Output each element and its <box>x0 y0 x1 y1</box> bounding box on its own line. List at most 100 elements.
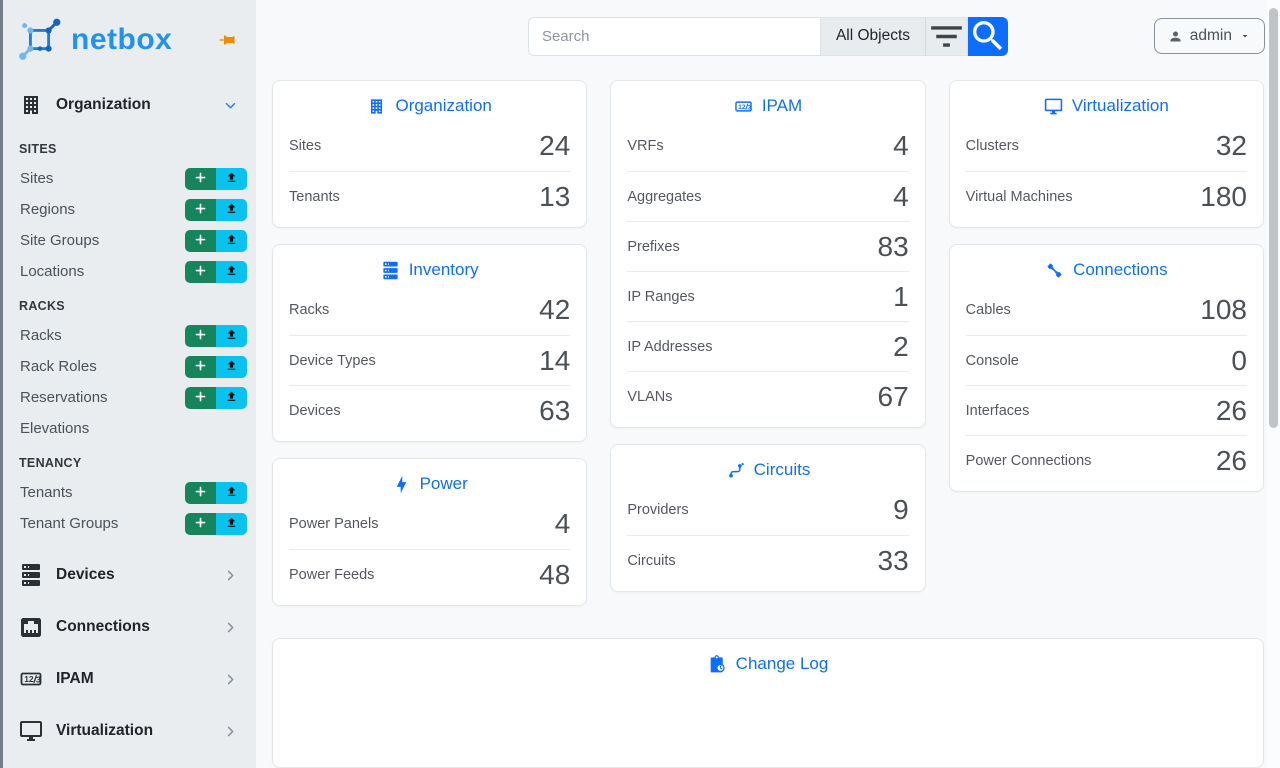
stat-value[interactable]: 83 <box>877 230 909 262</box>
stat-label[interactable]: Interfaces <box>965 402 1030 419</box>
stat-label[interactable]: Power Connections <box>965 452 1092 469</box>
stat-label[interactable]: Power Panels <box>289 516 379 532</box>
sidebar-item-rack-roles[interactable]: Rack Roles <box>3 351 256 382</box>
stat-value[interactable]: 67 <box>877 380 909 412</box>
add-button[interactable] <box>185 198 216 221</box>
filter-button[interactable] <box>925 16 969 56</box>
sidebar-item-label[interactable]: Tenants <box>20 484 73 501</box>
sidebar-item-label[interactable]: Racks <box>20 327 62 344</box>
brand[interactable]: netbox <box>3 0 256 80</box>
stat-value[interactable]: 0 <box>1231 344 1247 376</box>
stat-label[interactable]: Tenants <box>289 188 340 205</box>
sidebar-item-label[interactable]: Rack Roles <box>20 358 97 375</box>
stat-value[interactable]: 42 <box>539 294 571 325</box>
add-button[interactable] <box>185 386 216 409</box>
add-button[interactable] <box>185 260 216 283</box>
stat-label[interactable]: Aggregates <box>627 188 702 205</box>
import-button[interactable] <box>216 324 247 347</box>
search-button[interactable] <box>968 16 1009 56</box>
stat-value[interactable]: 4 <box>554 508 571 539</box>
sidebar-item-label[interactable]: Elevations <box>20 420 90 437</box>
import-button[interactable] <box>216 512 247 535</box>
add-button[interactable] <box>185 167 216 190</box>
stat-label[interactable]: VRFs <box>627 138 664 154</box>
stat-value[interactable]: 108 <box>1200 294 1247 325</box>
import-button[interactable] <box>216 481 247 504</box>
sidebar-item-label[interactable]: Regions <box>20 201 76 218</box>
changelog-title[interactable]: Change Log <box>273 639 1263 679</box>
import-button[interactable] <box>216 229 247 252</box>
sidebar-item-tenants[interactable]: Tenants <box>3 477 256 508</box>
stat-label[interactable]: IP Ranges <box>627 288 695 305</box>
import-button[interactable] <box>216 167 247 190</box>
stat-label[interactable]: Device Types <box>289 352 376 369</box>
stat-value[interactable]: 33 <box>877 544 909 576</box>
import-button[interactable] <box>216 198 247 221</box>
stat-value[interactable]: 26 <box>1215 394 1247 426</box>
stat-value[interactable]: 48 <box>539 558 571 590</box>
stat-label[interactable]: Circuits <box>627 552 676 569</box>
stat-label[interactable]: Console <box>965 352 1019 369</box>
sidebar-item-sites[interactable]: Sites <box>3 163 256 194</box>
stat-label[interactable]: IP Addresses <box>627 338 713 355</box>
sidebar-menu-connections[interactable]: Connections <box>3 601 256 653</box>
stat-label[interactable]: Devices <box>289 402 341 419</box>
import-button[interactable] <box>216 355 247 378</box>
stat-label[interactable]: Sites <box>289 138 322 154</box>
sidebar-item-reservations[interactable]: Reservations <box>3 382 256 413</box>
card-power-title[interactable]: Power <box>273 459 586 499</box>
pin-icon[interactable] <box>218 31 236 49</box>
stat-value[interactable]: 9 <box>893 494 909 525</box>
card-connections-title[interactable]: Connections <box>950 245 1263 285</box>
add-button[interactable] <box>185 324 216 347</box>
stat-value[interactable]: 2 <box>893 330 909 362</box>
stat-value[interactable]: 180 <box>1200 180 1247 212</box>
sidebar-item-label[interactable]: Sites <box>20 170 54 187</box>
stat-label[interactable]: Cables <box>965 302 1011 318</box>
sidebar-item-label[interactable]: Site Groups <box>20 232 100 249</box>
object-type-select[interactable]: All Objects <box>819 16 926 56</box>
stat-label[interactable]: Power Feeds <box>289 566 375 583</box>
card-inventory-title[interactable]: Inventory <box>273 245 586 285</box>
sidebar-menu-ipam[interactable]: 12 3 IPAM <box>3 653 256 705</box>
import-button[interactable] <box>216 386 247 409</box>
stat-value[interactable]: 63 <box>539 394 571 426</box>
scrollbar-thumb[interactable] <box>1269 8 1278 428</box>
card-circuits-title[interactable]: Circuits <box>611 445 924 485</box>
stat-value[interactable]: 26 <box>1215 444 1247 476</box>
stat-value[interactable]: 13 <box>539 180 571 212</box>
sidebar-item-label[interactable]: Reservations <box>20 389 108 406</box>
sidebar-item-elevations[interactable]: Elevations <box>3 413 256 444</box>
user-menu-button[interactable]: admin <box>1153 18 1265 54</box>
stat-label[interactable]: Prefixes <box>627 238 680 255</box>
add-button[interactable] <box>185 355 216 378</box>
stat-label[interactable]: Providers <box>627 502 689 518</box>
card-virtualization-title[interactable]: Virtualization <box>950 81 1263 121</box>
sidebar-item-tenant-groups[interactable]: Tenant Groups <box>3 508 256 539</box>
add-button[interactable] <box>185 229 216 252</box>
card-organization-title[interactable]: Organization <box>273 81 586 121</box>
add-button[interactable] <box>185 512 216 535</box>
add-button[interactable] <box>185 481 216 504</box>
stat-label[interactable]: Virtual Machines <box>965 188 1073 205</box>
stat-value[interactable]: 4 <box>893 180 909 212</box>
search-input[interactable] <box>527 16 820 56</box>
sidebar-menu-devices[interactable]: Devices <box>3 549 256 601</box>
stat-label[interactable]: VLANs <box>627 388 673 405</box>
sidebar-item-racks[interactable]: Racks <box>3 320 256 351</box>
sidebar-item-regions[interactable]: Regions <box>3 194 256 225</box>
stat-value[interactable]: 24 <box>539 130 571 161</box>
card-ipam-title[interactable]: 12 3 IPAM <box>611 81 924 121</box>
stat-value[interactable]: 4 <box>893 130 909 161</box>
sidebar-item-site-groups[interactable]: Site Groups <box>3 225 256 256</box>
sidebar-menu-organization[interactable]: Organization <box>3 80 256 130</box>
sidebar-item-label[interactable]: Tenant Groups <box>20 515 119 532</box>
stat-value[interactable]: 1 <box>893 280 909 312</box>
stat-value[interactable]: 32 <box>1215 130 1247 161</box>
sidebar-item-locations[interactable]: Locations <box>3 256 256 287</box>
stat-label[interactable]: Clusters <box>965 138 1019 154</box>
stat-value[interactable]: 14 <box>539 344 571 376</box>
sidebar-item-label[interactable]: Locations <box>20 263 85 280</box>
import-button[interactable] <box>216 260 247 283</box>
sidebar-menu-virtualization[interactable]: Virtualization <box>3 705 256 757</box>
